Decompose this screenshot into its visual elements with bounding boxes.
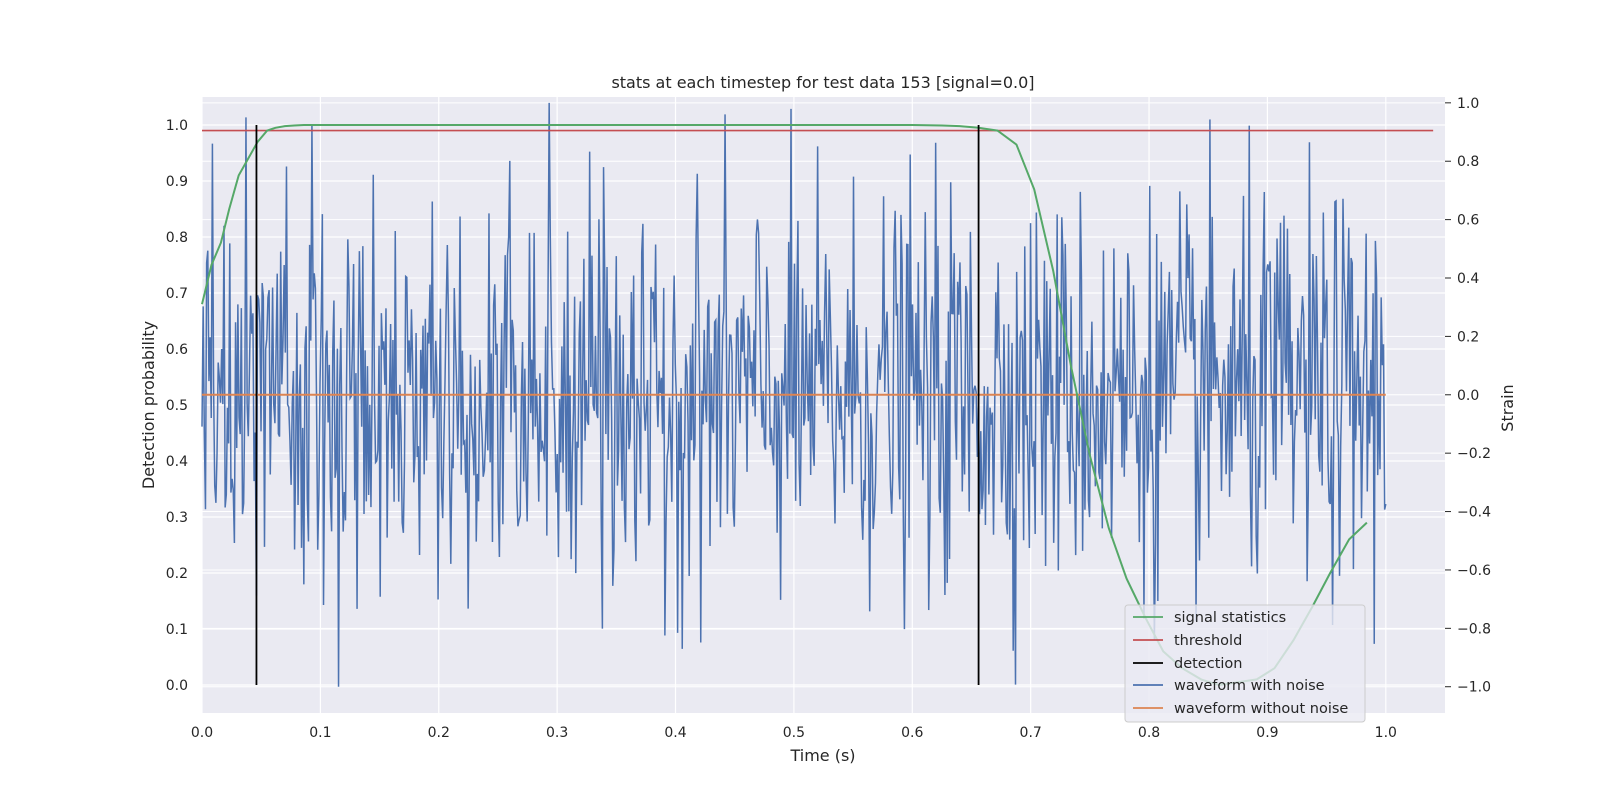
x-tick-labels: 0.0 0.1 0.2 0.3 0.4 0.5 0.6 0.7 0.8 0.9 1.0	[191, 725, 1397, 741]
x-tick-label: 0.2	[428, 725, 450, 741]
x-tick-label: 0.9	[1256, 725, 1278, 741]
x-tick-label: 0.1	[309, 725, 331, 741]
y-tick-label: 0.5	[166, 398, 188, 414]
y-right-tick-label: 0.6	[1457, 213, 1479, 229]
legend-box	[1124, 604, 1366, 723]
y-tick-label: 0.7	[166, 286, 188, 302]
x-tick-label: 0.5	[783, 725, 805, 741]
legend-label-detection: detection	[1174, 656, 1242, 672]
series-waveform-with-noise	[201, 102, 1387, 687]
x-tick-label: 0.8	[1138, 725, 1160, 741]
y-tick-label: 0.6	[166, 342, 188, 358]
y-tick-label: 0.9	[166, 174, 188, 190]
y-right-tick-label: −0.4	[1457, 505, 1491, 521]
y-tick-label: 0.2	[166, 566, 188, 582]
y-tick-label: 1.0	[166, 118, 188, 134]
legend: signal statistics threshold detection wa…	[1124, 604, 1366, 723]
chart-title: stats at each timestep for test data 153…	[611, 73, 1034, 92]
x-tick-label: 0.3	[546, 725, 568, 741]
y-right-tick-label: 0.8	[1457, 154, 1479, 170]
y-right-tick-label: −0.6	[1457, 563, 1491, 579]
y-axis-title: Detection probability	[139, 321, 158, 489]
y-tick-label: 0.3	[166, 510, 188, 526]
y-right-tick-label: −0.8	[1457, 621, 1491, 637]
legend-label-signal-statistics: signal statistics	[1174, 610, 1286, 626]
legend-label-waveform-without-noise: waveform without noise	[1174, 701, 1348, 717]
y-tick-label: 0.4	[166, 454, 188, 470]
legend-label-waveform-with-noise: waveform with noise	[1174, 678, 1325, 694]
y-right-tick-label: −1.0	[1457, 680, 1491, 696]
y-tick-label: 0.1	[166, 622, 188, 638]
legend-label-threshold: threshold	[1174, 633, 1242, 649]
x-tick-label: 0.6	[901, 725, 923, 741]
y-tick-label: 0.0	[166, 678, 188, 694]
y-right-tick-label: 0.4	[1457, 271, 1479, 287]
x-tick-label: 0.4	[664, 725, 686, 741]
y-right-tick-labels: −1.0 −0.8 −0.6 −0.4 −0.2 0.0 0.2 0.4 0.6 0.8 1.0	[1445, 96, 1491, 696]
x-tick-label: 1.0	[1375, 725, 1397, 741]
y-right-tick-label: 1.0	[1457, 96, 1479, 112]
y-tick-labels: 0.0 0.1 0.2 0.3 0.4 0.5 0.6 0.7 0.8 0.9 1.0	[166, 118, 188, 694]
y-tick-label: 0.8	[166, 230, 188, 246]
x-tick-label: 0.7	[1020, 725, 1042, 741]
y-right-tick-label: −0.2	[1457, 446, 1491, 462]
x-axis-title: Time (s)	[789, 746, 855, 765]
y-right-tick-label: 0.2	[1457, 329, 1479, 345]
y-right-tick-label: 0.0	[1457, 388, 1479, 404]
y-right-axis-title: Strain	[1498, 384, 1517, 431]
x-tick-label: 0.0	[191, 725, 213, 741]
